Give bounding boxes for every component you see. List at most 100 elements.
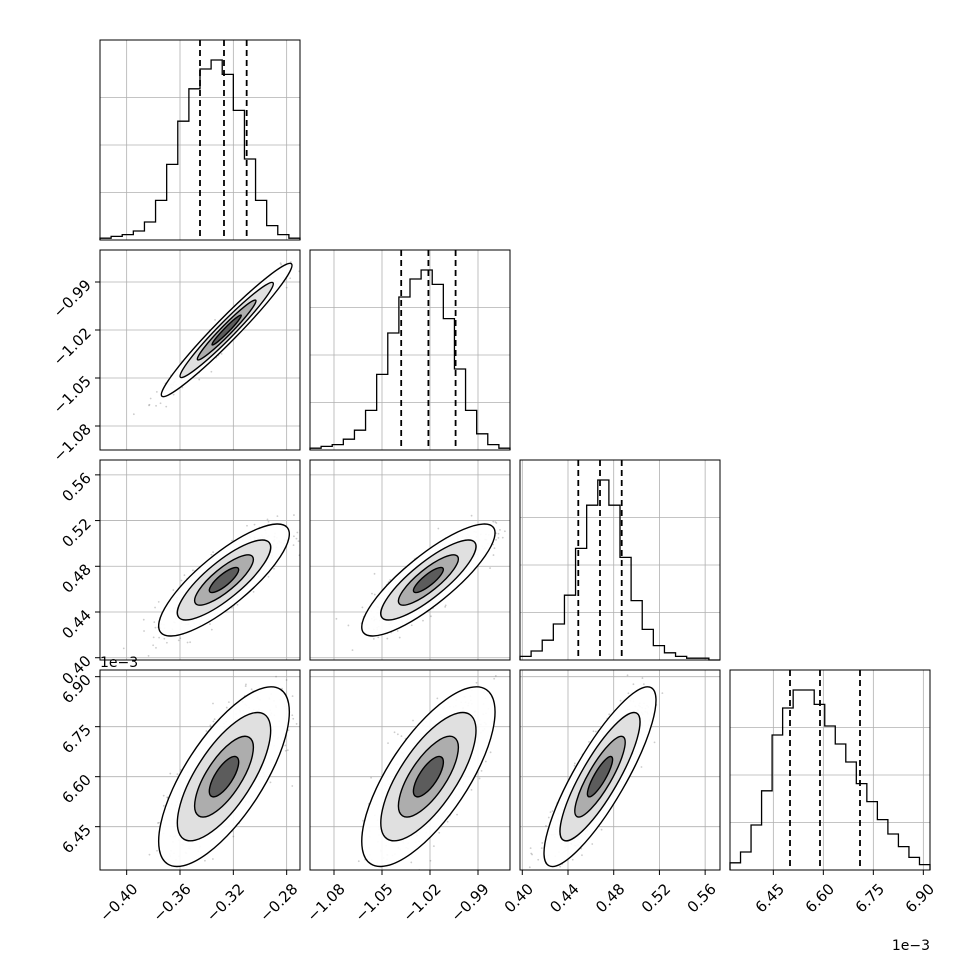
sample-point: [189, 641, 192, 644]
sample-point: [165, 405, 168, 408]
sample-point: [335, 617, 338, 620]
sample-point: [372, 637, 375, 640]
sample-point: [157, 600, 160, 603]
sample-point: [517, 528, 519, 530]
sample-point: [581, 854, 583, 857]
sample-point: [494, 521, 497, 523]
sample-point: [391, 871, 393, 873]
sample-point: [470, 788, 473, 791]
sample-point: [147, 654, 150, 657]
sample-point: [244, 685, 247, 687]
sample-point: [396, 630, 399, 632]
sample-point: [273, 567, 275, 570]
sample-point: [267, 575, 270, 578]
sample-point: [493, 677, 496, 680]
sample-point: [410, 861, 413, 864]
sample-point: [362, 819, 364, 822]
sample-point: [192, 569, 194, 572]
sample-point: [157, 822, 159, 824]
sample-point: [220, 352, 223, 355]
sample-point: [393, 731, 396, 734]
contour-level: [211, 314, 243, 346]
sample-point: [446, 820, 449, 823]
sample-point: [279, 262, 282, 265]
panel-frame: [309, 459, 511, 661]
sample-point: [183, 574, 186, 577]
sample-point: [386, 637, 389, 640]
sample-point: [213, 718, 216, 721]
sample-point: [176, 773, 179, 776]
contour-level: [412, 566, 445, 594]
sample-point: [181, 386, 184, 389]
sample-point: [245, 683, 247, 686]
sample-point: [436, 697, 439, 700]
sample-point: [351, 649, 354, 652]
sample-point: [432, 845, 435, 847]
sample-point: [438, 831, 441, 834]
sample-point: [186, 641, 189, 644]
sample-point: [297, 540, 300, 543]
sample-point: [302, 529, 304, 531]
panel-frame: [309, 249, 511, 451]
histogram-panel-3: [729, 669, 931, 871]
sample-point: [495, 522, 498, 524]
sample-point: [396, 733, 399, 736]
sample-point: [267, 520, 270, 523]
sample-point: [495, 666, 497, 668]
sample-point: [150, 877, 152, 879]
sample-point: [150, 879, 152, 881]
sample-point: [478, 777, 481, 780]
sample-point: [155, 404, 157, 407]
sample-point: [501, 536, 504, 539]
sample-point: [358, 871, 360, 873]
sample-point: [148, 403, 151, 406]
sample-point: [149, 397, 152, 400]
joint-panel-3-1: [309, 666, 511, 873]
sample-point: [269, 781, 272, 784]
sample-point: [148, 404, 150, 407]
sample-point: [429, 859, 432, 862]
sample-point: [291, 714, 294, 717]
sample-point: [163, 637, 166, 640]
sample-point: [172, 393, 175, 396]
sample-point: [475, 681, 478, 684]
sample-point: [285, 286, 288, 289]
sample-point: [179, 637, 182, 640]
panel-frame: [99, 669, 301, 871]
sample-point: [286, 749, 289, 752]
sample-point: [337, 686, 339, 688]
sample-point: [154, 626, 157, 629]
sample-point: [422, 619, 424, 622]
sample-point: [155, 391, 158, 393]
contour-level: [208, 755, 240, 798]
sample-point: [489, 751, 492, 754]
sample-point: [212, 551, 215, 554]
panel-frame: [729, 669, 931, 871]
sample-point: [484, 760, 487, 763]
panel-frame: [99, 39, 301, 241]
sample-point: [492, 520, 495, 523]
sample-point: [204, 859, 206, 862]
sample-point: [503, 530, 506, 533]
sample-point: [530, 852, 533, 855]
sample-point: [276, 515, 279, 518]
sample-point: [497, 536, 500, 539]
sample-point: [661, 692, 664, 694]
sample-point: [531, 853, 533, 856]
histogram-panel-1: [309, 249, 511, 451]
sample-point: [177, 639, 180, 642]
joint-panel-2-1: [309, 459, 519, 661]
sample-point: [209, 724, 212, 727]
sample-point: [295, 537, 298, 540]
joint-panel-2-0: [99, 459, 304, 661]
sample-point: [246, 524, 248, 527]
sample-point: [187, 872, 189, 874]
sample-point: [148, 853, 151, 856]
sample-point: [171, 872, 173, 874]
panel-content: [100, 460, 304, 660]
sample-point: [253, 523, 256, 526]
sample-point: [495, 538, 497, 541]
sample-point: [289, 277, 292, 280]
sample-point: [541, 842, 544, 844]
sample-point: [551, 879, 553, 881]
